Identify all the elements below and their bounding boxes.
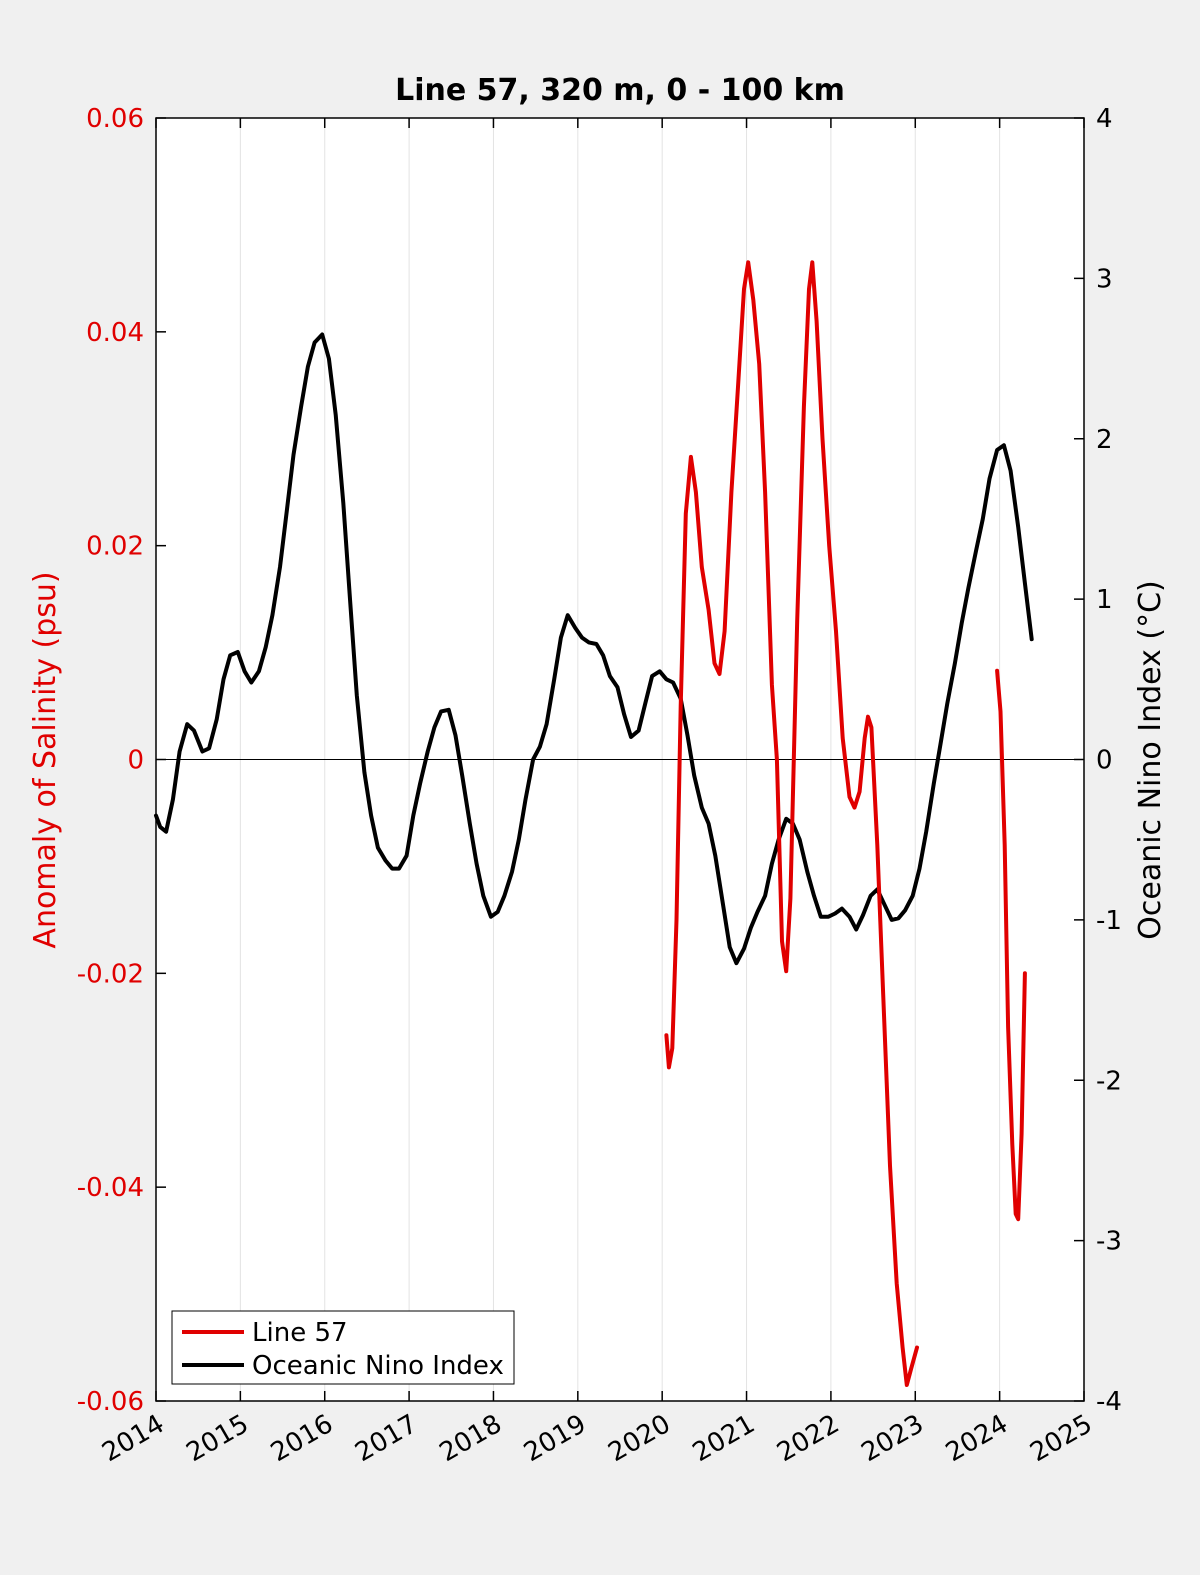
legend-label-line57: Line 57: [252, 1318, 348, 1348]
y-right-tick-label: -4: [1096, 1387, 1122, 1417]
series-line57: [664, 260, 919, 1387]
y-axis-left-label: Anomaly of Salinity (psu): [28, 571, 63, 948]
y-right-tick-label: -3: [1096, 1227, 1122, 1257]
y-right-tick-label: -2: [1096, 1066, 1122, 1096]
y-right-tick-label: -1: [1096, 906, 1122, 936]
y-right-tick-label: 4: [1096, 104, 1113, 134]
legend: Line 57 Oceanic Nino Index: [171, 1310, 515, 1385]
series-layer: [154, 260, 1034, 1387]
y-right-tick-label: 1: [1096, 585, 1113, 615]
y-left-tick-label: -0.02: [77, 959, 144, 989]
y-left-tick-label: 0.02: [86, 532, 144, 562]
y-axis-right-label: Oceanic Nino Index (°C): [1133, 580, 1168, 940]
series-oni: [154, 332, 1034, 966]
y-left-tick-label: 0: [127, 746, 144, 776]
y-right-tick-label: 0: [1096, 746, 1113, 776]
y-left-tick-label: 0.06: [86, 104, 144, 134]
legend-box: [171, 1310, 515, 1385]
series-line57: [995, 668, 1027, 1222]
ticks-layer: [155, 117, 1085, 1402]
y-left-tick-label: -0.04: [77, 1173, 144, 1203]
y-right-tick-label: 2: [1096, 425, 1113, 455]
chart-title: Line 57, 320 m, 0 - 100 km: [395, 73, 845, 108]
y-left-tick-label: -0.06: [77, 1387, 144, 1417]
y-right-tick-label: 3: [1096, 264, 1113, 294]
y-left-tick-label: 0.04: [86, 318, 144, 348]
legend-label-oni: Oceanic Nino Index: [252, 1351, 504, 1381]
